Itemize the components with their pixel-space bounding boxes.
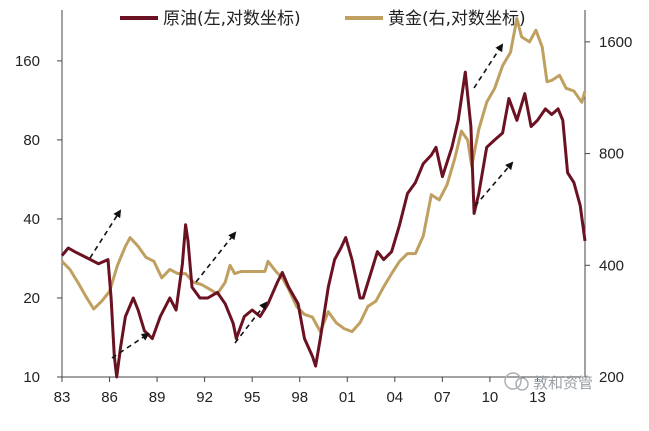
arrow-3 — [195, 231, 237, 283]
arrow-4 — [234, 301, 268, 344]
left-y-tick-label: 40 — [23, 211, 40, 228]
x-tick-label: 92 — [196, 389, 213, 406]
right-y-axis-ticks: 200 400 800 1600 — [585, 34, 632, 386]
series-line-crude-oil — [60, 70, 587, 379]
right-y-tick-label: 1600 — [599, 34, 632, 51]
x-tick-label: 98 — [291, 389, 308, 406]
arrow-6 — [474, 161, 514, 207]
x-tick-label: 13 — [529, 389, 546, 406]
x-tick-label: 10 — [482, 389, 499, 406]
legend-label-crude-oil: 原油(左,对数坐标) — [163, 9, 301, 29]
left-y-tick-label: 20 — [23, 290, 40, 307]
x-tick-label: 07 — [434, 389, 451, 406]
left-y-tick-label: 80 — [23, 132, 40, 149]
left-y-tick-label: 10 — [23, 369, 40, 386]
series-line-gold — [60, 17, 587, 334]
x-tick-label: 04 — [386, 389, 403, 406]
x-tick-label: 83 — [54, 389, 71, 406]
left-y-axis-ticks: 10 20 40 80 160 — [15, 53, 62, 386]
arrow-1 — [89, 209, 122, 259]
legend-label-gold: 黄金(右,对数坐标) — [388, 9, 526, 29]
watermark-icon-inner — [515, 377, 529, 391]
x-tick-label: 89 — [149, 389, 166, 406]
x-tick-label: 01 — [339, 389, 356, 406]
left-y-tick-label: 160 — [15, 53, 40, 70]
x-axis-ticks: 83 86 89 92 95 98 01 04 07 10 13 — [54, 377, 546, 406]
right-y-tick-label: 200 — [599, 369, 624, 386]
right-y-tick-label: 400 — [599, 257, 624, 274]
legend: 原油(左,对数坐标) 黄金(右,对数坐标) — [120, 9, 526, 29]
x-tick-label: 95 — [244, 389, 261, 406]
watermark-label: 敦和资管 — [533, 374, 593, 392]
watermark-icon — [504, 372, 522, 390]
right-y-tick-label: 800 — [599, 146, 624, 163]
x-tick-label: 86 — [101, 389, 118, 406]
annotation-arrows — [89, 43, 514, 359]
watermark: 敦和资管 — [504, 372, 593, 392]
arrow-2 — [111, 332, 150, 359]
